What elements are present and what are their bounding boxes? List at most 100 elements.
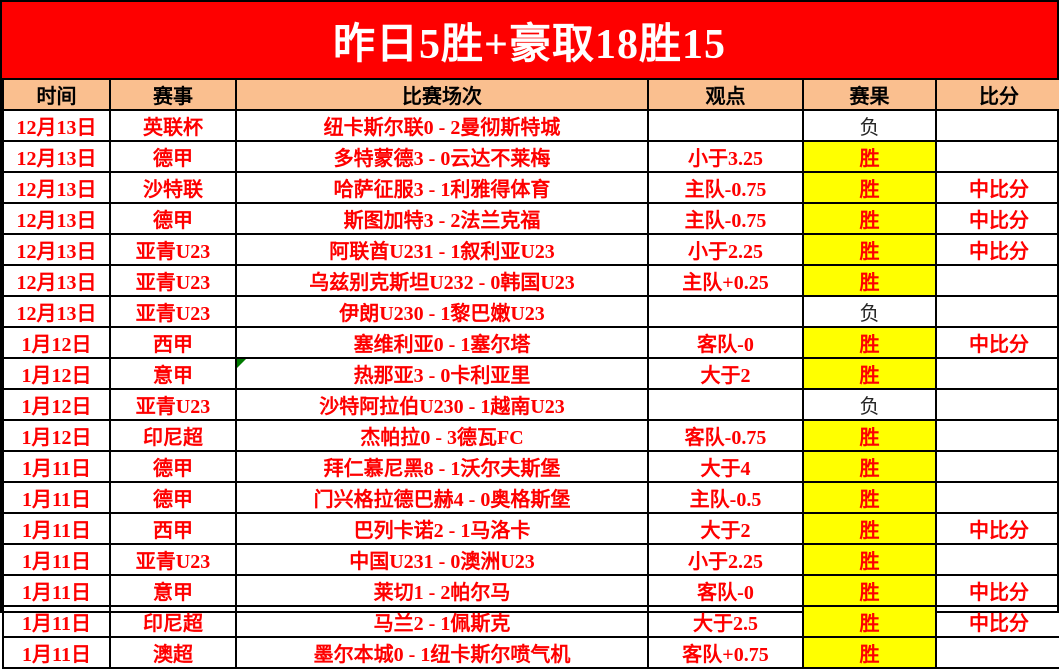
cell-league: 亚青U23: [109, 388, 237, 421]
table-row: 1月11日 意甲 莱切1 - 2帕尔马 客队-0 胜 中比分: [2, 574, 1059, 607]
cell-score: [935, 109, 1059, 142]
cell-date: 1月11日: [2, 481, 111, 514]
cell-match: 莱切1 - 2帕尔马: [235, 574, 649, 607]
cell-score: [935, 140, 1059, 173]
cell-league: 德甲: [109, 450, 237, 483]
cell-league: 德甲: [109, 140, 237, 173]
cell-league: 意甲: [109, 574, 237, 607]
cell-league: 亚青U23: [109, 264, 237, 297]
cell-date: 12月13日: [2, 233, 111, 266]
cell-date: 1月11日: [2, 543, 111, 576]
table-row: 1月12日 亚青U23 沙特阿拉伯U230 - 1越南U23 负: [2, 388, 1059, 421]
cell-date: 1月11日: [2, 574, 111, 607]
cell-score: [935, 264, 1059, 297]
cell-league: 西甲: [109, 512, 237, 545]
cell-view: 客队-0: [647, 574, 804, 607]
cell-view: 大于2: [647, 512, 804, 545]
cell-view: 大于2: [647, 357, 804, 390]
cell-score: [935, 636, 1059, 669]
cell-view: 客队+0.75: [647, 636, 804, 669]
table-row: 12月13日 英联杯 纽卡斯尔联0 - 2曼彻斯特城 负: [2, 109, 1059, 142]
cell-result: 胜: [802, 140, 937, 173]
cell-league: 印尼超: [109, 605, 237, 638]
cell-score: 中比分: [935, 233, 1059, 266]
cell-result: 负: [802, 388, 937, 421]
table-row: 1月11日 亚青U23 中国U231 - 0澳洲U23 小于2.25 胜: [2, 543, 1059, 576]
cell-match: 伊朗U230 - 1黎巴嫩U23: [235, 295, 649, 328]
cell-date: 12月13日: [2, 109, 111, 142]
cell-league: 意甲: [109, 357, 237, 390]
table-row: 12月13日 德甲 斯图加特3 - 2法兰克福 主队-0.75 胜 中比分: [2, 202, 1059, 235]
table-row: 1月12日 西甲 塞维利亚0 - 1塞尔塔 客队-0 胜 中比分: [2, 326, 1059, 359]
cell-score: [935, 481, 1059, 514]
cell-view: 小于2.25: [647, 543, 804, 576]
cell-date: 1月12日: [2, 388, 111, 421]
cell-date: 1月11日: [2, 605, 111, 638]
cell-score: 中比分: [935, 574, 1059, 607]
cell-score: 中比分: [935, 326, 1059, 359]
cell-score: [935, 450, 1059, 483]
cell-score: [935, 295, 1059, 328]
cell-result: 胜: [802, 326, 937, 359]
cell-view: [647, 388, 804, 421]
column-header-view: 观点: [647, 78, 804, 111]
cell-match: 巴列卡诺2 - 1马洛卡: [235, 512, 649, 545]
cell-league: 英联杯: [109, 109, 237, 142]
cell-result: 胜: [802, 512, 937, 545]
cell-league: 亚青U23: [109, 295, 237, 328]
cell-view: [647, 109, 804, 142]
cell-date: 12月13日: [2, 202, 111, 235]
cell-league: 西甲: [109, 326, 237, 359]
header-row: 时间 赛事 比赛场次 观点 赛果 比分: [2, 78, 1059, 111]
table-row: 1月11日 印尼超 马兰2 - 1佩斯克 大于2.5 胜 中比分: [2, 605, 1059, 638]
column-header-time: 时间: [2, 78, 111, 111]
cell-match: 中国U231 - 0澳洲U23: [235, 543, 649, 576]
cell-result: 胜: [802, 171, 937, 204]
cell-date: 1月11日: [2, 450, 111, 483]
table-row: 12月13日 亚青U23 乌兹别克斯坦U232 - 0韩国U23 主队+0.25…: [2, 264, 1059, 297]
table-row: 1月11日 西甲 巴列卡诺2 - 1马洛卡 大于2 胜 中比分: [2, 512, 1059, 545]
cell-result: 负: [802, 109, 937, 142]
cell-match: 乌兹别克斯坦U232 - 0韩国U23: [235, 264, 649, 297]
results-table: 时间 赛事 比赛场次 观点 赛果 比分 12月13日 英联杯 纽卡斯尔联0 - …: [2, 78, 1059, 669]
cell-date: 1月11日: [2, 512, 111, 545]
cell-score: 中比分: [935, 171, 1059, 204]
cell-date: 12月13日: [2, 140, 111, 173]
green-corner-note-marker: [238, 360, 246, 368]
cell-result: 胜: [802, 450, 937, 483]
table-row: 12月13日 亚青U23 阿联酋U231 - 1叙利亚U23 小于2.25 胜 …: [2, 233, 1059, 266]
cell-result: 胜: [802, 202, 937, 235]
cell-view: 主队+0.25: [647, 264, 804, 297]
table-row: 1月11日 澳超 墨尔本城0 - 1纽卡斯尔喷气机 客队+0.75 胜: [2, 636, 1059, 669]
cell-view: 客队-0.75: [647, 419, 804, 452]
cell-match: 热那亚3 - 0卡利亚里: [235, 357, 649, 390]
cell-view: 客队-0: [647, 326, 804, 359]
column-header-result: 赛果: [802, 78, 937, 111]
column-header-match: 比赛场次: [235, 78, 649, 111]
cell-league: 德甲: [109, 481, 237, 514]
table-row: 1月12日 意甲 热那亚3 - 0卡利亚里 大于2 胜: [2, 357, 1059, 390]
cell-match: 墨尔本城0 - 1纽卡斯尔喷气机: [235, 636, 649, 669]
cell-match: 阿联酋U231 - 1叙利亚U23: [235, 233, 649, 266]
cell-view: 小于3.25: [647, 140, 804, 173]
cell-match: 马兰2 - 1佩斯克: [235, 605, 649, 638]
table-row: 12月13日 德甲 多特蒙德3 - 0云达不莱梅 小于3.25 胜: [2, 140, 1059, 173]
cell-match: 沙特阿拉伯U230 - 1越南U23: [235, 388, 649, 421]
cell-view: 大于2.5: [647, 605, 804, 638]
cell-date: 12月13日: [2, 264, 111, 297]
cell-league: 沙特联: [109, 171, 237, 204]
table-row: 12月13日 沙特联 哈萨征服3 - 1利雅得体育 主队-0.75 胜 中比分: [2, 171, 1059, 204]
cell-date: 1月12日: [2, 326, 111, 359]
cell-view: 小于2.25: [647, 233, 804, 266]
cell-result: 胜: [802, 605, 937, 638]
cell-league: 澳超: [109, 636, 237, 669]
table-row: 12月13日 亚青U23 伊朗U230 - 1黎巴嫩U23 负: [2, 295, 1059, 328]
cell-date: 1月12日: [2, 357, 111, 390]
cell-score: [935, 357, 1059, 390]
cell-result: 胜: [802, 264, 937, 297]
cell-view: 大于4: [647, 450, 804, 483]
cell-match: 纽卡斯尔联0 - 2曼彻斯特城: [235, 109, 649, 142]
cell-view: 主队-0.5: [647, 481, 804, 514]
column-header-score: 比分: [935, 78, 1059, 111]
cell-view: 主队-0.75: [647, 202, 804, 235]
